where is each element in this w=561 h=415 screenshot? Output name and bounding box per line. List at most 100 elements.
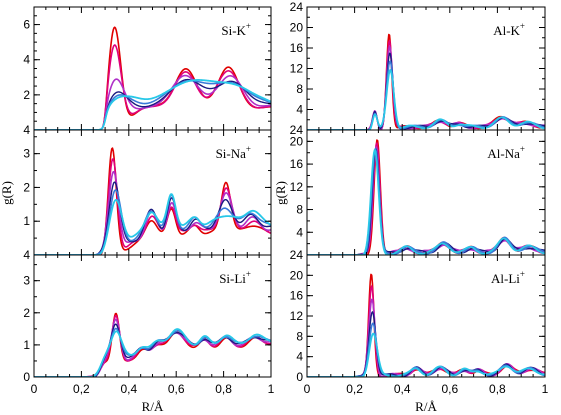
series-line <box>34 44 271 130</box>
series-line <box>307 147 545 255</box>
x-tick-label: 1 <box>268 382 275 396</box>
panel-si-na: 1 2 3 4 Si-Na+ <box>23 123 272 256</box>
series-line <box>307 52 545 130</box>
y-tick-label: 2 <box>23 88 30 102</box>
y-tick-label: 8 <box>296 203 303 217</box>
panel-label-text: Si-Li <box>219 271 246 286</box>
y-tick-label: 24 <box>290 0 304 14</box>
x-tick-label: 0,8 <box>489 382 506 396</box>
y-tick-label: 12 <box>290 180 304 194</box>
y-tick-label: 8 <box>296 82 303 96</box>
y-tick-label: 20 <box>290 134 304 148</box>
y-tick-label: 24 <box>290 248 304 262</box>
x-tick-label: 0,4 <box>120 382 137 396</box>
y-tick-label: 4 <box>296 350 303 364</box>
series-line <box>34 327 271 377</box>
y-tick-label: 8 <box>296 329 303 343</box>
panel-si-k: 2 4 6 Si-K+ <box>23 6 272 131</box>
panel-series-group <box>34 147 271 255</box>
panel-al-na: 4 8 12 16 20 24 Al-Na+ <box>290 129 546 262</box>
panel-al-k: 4 8 12 16 20 24 24 Al-K+ <box>290 0 546 137</box>
series-line <box>34 181 271 255</box>
panel-label-sup: + <box>520 269 525 279</box>
x-axis-label: R/Å <box>415 399 437 414</box>
series-line <box>307 33 545 130</box>
panel-al-li: 0 4 8 12 16 20 Al-Li+ <box>290 254 546 384</box>
y-axis-label: g(R) <box>273 181 288 205</box>
y-tick-label: 0 <box>296 370 303 384</box>
x-tick-label: 0 <box>304 382 311 396</box>
y-tick-label: 3 <box>23 147 30 161</box>
y-tick-label: 3 <box>23 274 30 288</box>
panel-label: Al-Li+ <box>491 269 525 286</box>
y-tick-label: 4 <box>23 248 30 262</box>
panel-label: Si-Li+ <box>219 269 251 286</box>
series-line <box>34 78 271 130</box>
y-tick-label: 12 <box>290 309 304 323</box>
series-line <box>307 146 545 255</box>
panel-series-group <box>307 33 545 130</box>
series-line <box>307 45 545 130</box>
y-tick-label: 20 <box>290 268 304 282</box>
x-tick-label: 0,6 <box>168 382 185 396</box>
series-line <box>307 322 545 377</box>
series-line <box>34 328 271 377</box>
y-tick-label: 1 <box>23 214 30 228</box>
panel-label-text: Si-K <box>221 23 246 38</box>
panel-label: Si-K+ <box>221 21 251 38</box>
series-line <box>34 74 271 130</box>
x-tick-label: 0 <box>31 382 38 396</box>
panel-label-sup: + <box>246 144 251 154</box>
x-tick-label: 0,2 <box>346 382 363 396</box>
y-tick-label: 4 <box>23 123 30 137</box>
y-tick-label: 2 <box>23 180 30 194</box>
y-tick-label: 4 <box>296 103 303 117</box>
panel-label-sup: + <box>246 269 251 279</box>
y-tick-label: 16 <box>290 157 304 171</box>
x-tick-label: 0,4 <box>394 382 411 396</box>
panel-si-li: 0 1 2 3 4 Si-Li+ <box>23 248 272 384</box>
y-tick-label: 0 <box>23 370 30 384</box>
x-tick-label: 0,6 <box>441 382 458 396</box>
series-line <box>307 285 545 377</box>
series-line <box>307 148 545 255</box>
panel-label-sup: + <box>246 21 251 31</box>
series-line <box>34 79 271 130</box>
panel-label-text: Si-Na <box>216 146 247 161</box>
panel-label: Al-K+ <box>493 21 525 38</box>
series-line <box>307 60 545 130</box>
y-tick-label: 1 <box>23 338 30 352</box>
panel-label-text: Al-Li <box>491 271 520 286</box>
panel-label-text: Al-K <box>493 23 520 38</box>
series-line <box>34 193 271 255</box>
panel-series-group <box>34 26 271 130</box>
series-line <box>34 323 271 377</box>
panel-label: Al-Na+ <box>487 144 525 161</box>
series-line <box>307 332 545 377</box>
y-tick-label: 4 <box>23 53 30 67</box>
y-tick-label: 2 <box>23 306 30 320</box>
panel-label: Si-Na+ <box>216 144 251 161</box>
series-line <box>307 273 545 377</box>
y-tick-label: 6 <box>23 18 30 32</box>
series-line <box>307 149 545 255</box>
y-tick-label: 12 <box>290 62 304 76</box>
x-axis-label: R/Å <box>142 399 164 414</box>
y-tick-label: 24 <box>290 123 304 137</box>
series-line <box>307 39 545 130</box>
panel-label-sup: + <box>520 144 525 154</box>
y-tick-label: 16 <box>290 41 304 55</box>
y-tick-label: 20 <box>290 21 304 35</box>
panel-series-group <box>307 273 545 377</box>
series-line <box>34 147 271 255</box>
panel-series-group <box>34 312 271 377</box>
x-tick-label: 1 <box>542 382 549 396</box>
plot-root: 246 Si-K+1234Si-Na+01234Si-Li+48121620242… <box>0 0 549 414</box>
x-tick-label: 0,8 <box>215 382 232 396</box>
panel-label-sup: + <box>520 21 525 31</box>
y-tick-label: 16 <box>290 289 304 303</box>
y-axis-label: g(R) <box>0 181 14 205</box>
y-tick-label: 4 <box>296 225 303 239</box>
x-tick-label: 0,2 <box>73 382 90 396</box>
